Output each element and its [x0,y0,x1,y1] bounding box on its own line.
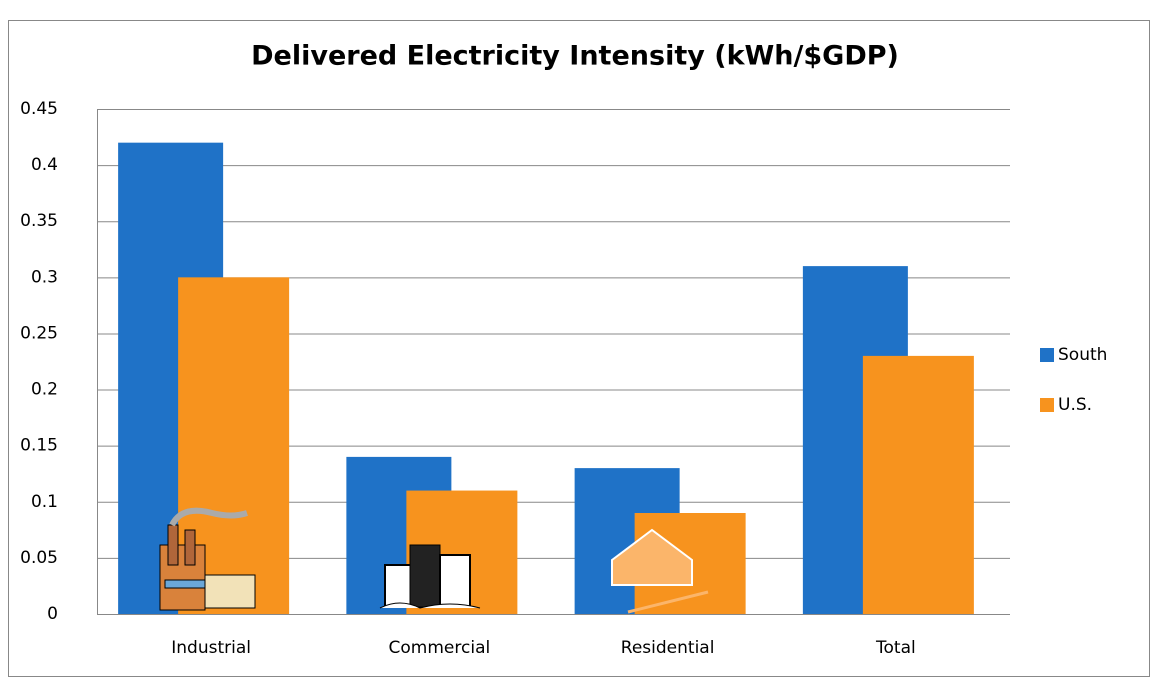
house-icon [611,528,709,614]
y-tick-label: 0 [47,604,58,624]
y-tick-label: 0.25 [20,323,58,343]
y-tick-label: 0.45 [20,99,58,119]
y-tick-label: 0.15 [20,436,58,456]
x-tick-label: Residential [621,638,715,658]
chart-title: Delivered Electricity Intensity (kWh/$GD… [251,41,899,72]
y-tick-label: 0.35 [20,211,58,231]
legend-label: U.S. [1058,395,1092,415]
y-tick-label: 0.4 [31,155,58,175]
legend-swatch [1040,398,1054,412]
factory-icon [159,507,256,611]
y-tick-label: 0.2 [31,380,58,400]
x-tick-label: Total [875,638,916,658]
icons [159,507,709,614]
bar [862,355,974,614]
x-tick-label: Industrial [171,638,251,658]
y-tick-label: 0.05 [20,548,58,568]
y-tick-label: 0.1 [31,492,58,512]
x-tick-label: Commercial [389,638,491,658]
office-icon [379,544,481,609]
legend-label: South [1058,345,1107,365]
y-tick-label: 0.3 [31,267,58,287]
legend-swatch [1040,348,1054,362]
